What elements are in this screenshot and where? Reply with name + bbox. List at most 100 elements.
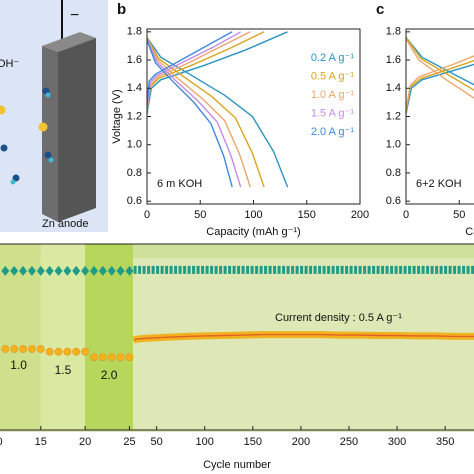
y-tick-label: 0.6 [386, 195, 401, 207]
panel-label: b [117, 1, 126, 18]
efficiency-marker [45, 265, 54, 276]
x-tick-label: 150 [298, 209, 316, 221]
capacity-core [133, 333, 474, 341]
y-tick-label: 0.6 [127, 195, 142, 207]
discharge-curve [146, 38, 242, 188]
y-tick-label: 1.0 [127, 139, 142, 151]
x-axis-label: Cycle number [203, 459, 271, 471]
x-tick-label: 50 [151, 436, 163, 448]
discharge-curve [405, 37, 474, 92]
ion [44, 151, 52, 159]
x-axis-label: Capacity (mAh g⁻¹) [206, 226, 300, 238]
y-axis-label: Voltage (V) [111, 89, 123, 143]
legend-entry: 0.5 A g⁻¹ [311, 70, 354, 82]
ion [12, 174, 20, 182]
ion [48, 157, 54, 163]
annotation: 6+2 KOH [416, 178, 462, 190]
efficiency-marker [89, 265, 98, 276]
capacity-marker [90, 353, 98, 361]
x-tick-label: 15 [35, 436, 47, 448]
ion [0, 144, 8, 152]
ion [0, 105, 6, 115]
x-tick-label: 50 [194, 209, 206, 221]
legend-entry: 2.0 A g⁻¹ [311, 126, 354, 138]
x-tick-label: 100 [196, 436, 214, 448]
discharge-curve [146, 38, 251, 188]
efficiency-marker [1, 265, 10, 276]
efficiency-marker [81, 265, 90, 276]
efficiency-marker [27, 265, 36, 276]
capacity-marker [63, 347, 72, 356]
y-tick-label: 1.4 [127, 82, 142, 94]
y-tick-label: 1.0 [386, 139, 401, 151]
ion [45, 92, 51, 98]
capacity-marker [45, 347, 54, 356]
x-tick-label: 0 [403, 209, 409, 221]
rate-band [40, 244, 86, 430]
discharge-curve [146, 37, 265, 188]
efficiency-marker [54, 265, 63, 276]
y-tick-label: 1.4 [386, 82, 401, 94]
capacity-marker [54, 347, 63, 356]
x-tick-label: 20 [79, 436, 91, 448]
rate-label: 1.0 [10, 358, 27, 372]
x-tick-label: 200 [292, 436, 310, 448]
efficiency-marker [36, 265, 45, 276]
capacity-marker [10, 345, 19, 353]
capacity-marker [107, 353, 116, 361]
rate-band [85, 244, 133, 430]
anode-side [42, 46, 58, 222]
rate-band [0, 244, 41, 430]
capacity-marker [98, 353, 107, 361]
electrode-sign: − [70, 7, 79, 24]
ion-label: OH⁻ [0, 58, 20, 70]
y-tick-label: 1.2 [386, 110, 401, 122]
panel-label: c [376, 1, 384, 18]
discharge-curve [405, 37, 474, 86]
cycling-panel: 1.0 1.5 2.0 10 15 20 25 50 100 150 200 250 300 350 Cyc… [0, 243, 474, 471]
efficiency-marker [19, 265, 28, 276]
x-tick-label: 100 [244, 209, 262, 221]
anode-front [58, 38, 96, 222]
x-tick-label: 25 [123, 436, 135, 448]
discharge-curve [146, 37, 289, 188]
panel-a: OH⁻ − Zn anode [0, 0, 108, 232]
legend-entry: 1.0 A g⁻¹ [311, 89, 354, 101]
y-tick-label: 0.8 [127, 167, 142, 179]
capacity-marker [116, 353, 125, 361]
ion [38, 122, 48, 132]
anode-top [42, 32, 96, 52]
rate-label: 1.5 [55, 363, 72, 377]
x-tick-label: 50 [453, 209, 465, 221]
capacity-marker [81, 347, 90, 356]
capacity-marker [72, 347, 81, 356]
x-tick-label: 350 [436, 436, 454, 448]
x-tick-label: 10 [0, 436, 3, 448]
charge-curve [146, 31, 242, 109]
annotation: 6 m KOH [157, 178, 202, 190]
charge-curve [146, 31, 233, 106]
ion [10, 179, 16, 185]
x-tick-label: 200 [351, 209, 369, 221]
y-tick-label: 1.6 [127, 54, 142, 66]
discharge-curve [405, 38, 474, 99]
discharge-curve [146, 40, 233, 188]
efficiency-marker [107, 265, 116, 276]
x-tick-label: 0 [144, 209, 150, 221]
anode-label: Zn anode [42, 218, 88, 230]
panel-b: 0 50 100 150 200 0.6 0.8 1.0 1.2 1.4 1.6 1.8 Capacit… [111, 1, 369, 238]
capacity-marker [1, 345, 10, 353]
y-tick-label: 0.8 [386, 167, 401, 179]
x-tick-label: 150 [244, 436, 262, 448]
charge-curve [146, 31, 288, 114]
x-tick-label: 250 [340, 436, 358, 448]
annotation: Current density : 0.5 A g⁻¹ [275, 312, 402, 324]
legend-entry: 0.2 A g⁻¹ [311, 52, 354, 64]
efficiency-marker [125, 265, 134, 276]
efficiency-marker [63, 265, 72, 276]
capacity-marker [28, 345, 36, 353]
efficiency-marker [98, 265, 107, 276]
charge-curve [405, 59, 474, 113]
